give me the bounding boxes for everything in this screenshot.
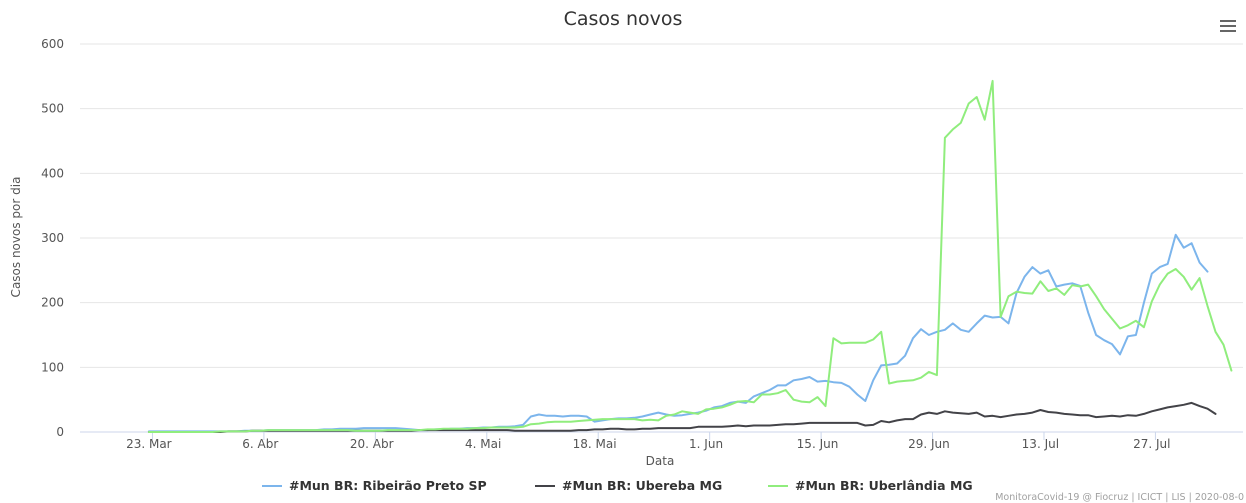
y-tick-label: 100 xyxy=(41,360,64,374)
x-tick-label: 4. Mai xyxy=(465,437,501,451)
legend-item-label[interactable]: #Mun BR: Ubereba MG xyxy=(562,478,722,493)
legend-item-label[interactable]: #Mun BR: Ribeirão Preto SP xyxy=(289,478,487,493)
legend: #Mun BR: Ribeirão Preto SP #Mun BR: Ubere… xyxy=(262,478,973,493)
series-line-3 xyxy=(147,79,1233,433)
x-tick-label: 23. Mar xyxy=(126,437,172,451)
x-tick-label: 27. Jul xyxy=(1133,437,1170,451)
y-tick-label: 200 xyxy=(41,296,64,310)
series-line-1 xyxy=(147,233,1209,433)
x-axis: 23. Mar 6. Abr 20. Abr 4. Mai 18. Mai 1. Jun 1… xyxy=(126,432,1171,451)
x-tick-label: 18. Mai xyxy=(573,437,617,451)
y-tick-label: 400 xyxy=(41,166,64,180)
chart-title: Casos novos xyxy=(564,8,683,30)
legend-item-label[interactable]: #Mun BR: Uberlândia MG xyxy=(795,478,973,493)
y-tick-label: 0 xyxy=(56,425,64,439)
y-axis-ticks: 0 100 200 300 400 500 600 xyxy=(41,37,64,439)
x-tick-label: 20. Abr xyxy=(350,437,394,451)
x-tick-label: 6. Abr xyxy=(242,437,278,451)
x-axis-label: Data xyxy=(646,454,675,468)
x-tick-label: 13. Jul xyxy=(1022,437,1059,451)
menu-icon[interactable] xyxy=(1220,20,1236,32)
series-lines xyxy=(147,79,1233,433)
y-axis-label: Casos novos por dia xyxy=(9,177,23,298)
x-tick-label: 29. Jun xyxy=(908,437,950,451)
y-tick-label: 300 xyxy=(41,231,64,245)
series-line-2 xyxy=(147,401,1217,433)
credits-text: MonitoraCovid-19 @ Fiocruz | ICICT | LIS… xyxy=(995,492,1244,503)
y-tick-label: 600 xyxy=(41,37,64,51)
grid-lines xyxy=(80,43,1243,433)
x-tick-label: 1. Jun xyxy=(689,437,723,451)
y-tick-label: 500 xyxy=(41,102,64,116)
x-tick-label: 15. Jun xyxy=(797,437,839,451)
